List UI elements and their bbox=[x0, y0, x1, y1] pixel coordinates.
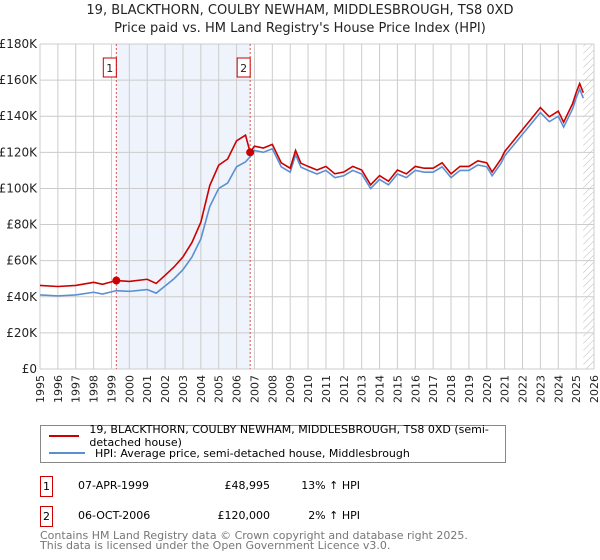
legend: 19, BLACKTHORN, COULBY NEWHAM, MIDDLESBR… bbox=[40, 423, 506, 463]
x-tick-label: 1996 bbox=[52, 375, 65, 403]
y-tick-label: £0 bbox=[22, 362, 37, 376]
x-tick-label: 2013 bbox=[356, 375, 369, 403]
x-tick-label: 2002 bbox=[159, 375, 172, 403]
y-tick-label: £140K bbox=[0, 109, 38, 123]
x-tick-label: 2011 bbox=[320, 375, 333, 403]
footer: Contains HM Land Registry data © Crown c… bbox=[40, 529, 468, 552]
x-tick-label: 2012 bbox=[338, 375, 351, 403]
x-tick-label: 1998 bbox=[88, 375, 101, 403]
x-tick-label: 1999 bbox=[105, 375, 118, 403]
sale-row: 2 06-OCT-2006 £120,000 2% ↑ HPI bbox=[40, 506, 460, 527]
x-tick-label: 2025 bbox=[570, 375, 583, 403]
footer-copyright: Contains HM Land Registry data © Crown c… bbox=[40, 529, 468, 542]
x-tick-label: 2018 bbox=[445, 375, 458, 403]
x-tick-label: 2021 bbox=[499, 375, 512, 403]
x-tick-label: 2003 bbox=[177, 375, 190, 403]
x-tick-label: 2000 bbox=[123, 375, 136, 403]
legend-swatch-hpi bbox=[49, 452, 85, 454]
sale-hpi-change: 2% ↑ HPI bbox=[308, 509, 360, 522]
y-tick-label: £20K bbox=[6, 326, 38, 340]
hpi-line bbox=[39, 86, 585, 297]
y-tick-label: £180K bbox=[0, 37, 38, 51]
x-tick-label: 2015 bbox=[391, 375, 404, 403]
x-tick-label: 2009 bbox=[284, 375, 297, 403]
sale-badge: 2 bbox=[40, 506, 53, 527]
x-tick-label: 2020 bbox=[481, 375, 494, 403]
x-tick-label: 2007 bbox=[248, 375, 261, 403]
sale-date: 07-APR-1999 bbox=[78, 479, 150, 492]
x-tick-label: 2022 bbox=[517, 375, 530, 403]
x-tick-label: 2005 bbox=[213, 375, 226, 403]
x-tick-label: 1997 bbox=[70, 375, 83, 403]
sale-label-box bbox=[102, 57, 117, 78]
x-tick-label: 2001 bbox=[141, 375, 154, 403]
sale-row: 1 07-APR-1999 £48,995 13% ↑ HPI bbox=[40, 476, 460, 497]
legend-label-property: 19, BLACKTHORN, COULBY NEWHAM, MIDDLESBR… bbox=[89, 423, 489, 449]
y-tick-label: £40K bbox=[6, 290, 38, 304]
sale-label: 1 bbox=[106, 62, 113, 75]
sale-hpi-change: 13% ↑ HPI bbox=[301, 479, 360, 492]
sale-point bbox=[112, 276, 121, 285]
forecast-hatch bbox=[583, 44, 594, 369]
sale-point bbox=[246, 148, 255, 157]
x-tick-label: 2026 bbox=[588, 375, 600, 403]
sale-price: £120,000 bbox=[217, 509, 271, 522]
x-tick-label: 2014 bbox=[374, 375, 387, 403]
y-tick-label: £160K bbox=[0, 73, 38, 87]
chart-title: 19, BLACKTHORN, COULBY NEWHAM, MIDDLESBR… bbox=[86, 3, 514, 18]
x-tick-label: 2004 bbox=[195, 375, 208, 403]
x-tick-label: 2023 bbox=[534, 375, 547, 403]
x-tick-label: 2010 bbox=[302, 375, 315, 403]
legend-label-hpi: HPI: Average price, semi-detached house,… bbox=[95, 446, 410, 460]
x-tick-label: 2019 bbox=[463, 375, 476, 403]
x-tick-label: 2024 bbox=[552, 375, 565, 403]
footer-licence: This data is licensed under the Open Gov… bbox=[40, 539, 391, 552]
y-tick-label: £60K bbox=[6, 254, 38, 268]
x-tick-label: 2017 bbox=[427, 375, 440, 403]
y-tick-label: £100K bbox=[0, 181, 38, 195]
sale-label: 2 bbox=[240, 62, 247, 75]
sale-date: 06-OCT-2006 bbox=[78, 509, 151, 522]
plot-area: 1995 1996 1997 1998 1999 2000 2001 2002 2003 2004… bbox=[0, 37, 600, 403]
x-tick-label: 2006 bbox=[231, 375, 244, 403]
property-price-line bbox=[39, 81, 585, 288]
y-tick-label: £80K bbox=[6, 218, 38, 232]
x-tick-label: 2008 bbox=[266, 375, 279, 403]
sale-label-box bbox=[236, 57, 251, 78]
sale-badge: 1 bbox=[40, 476, 53, 497]
legend-swatch-property bbox=[49, 435, 80, 437]
chart-subtitle: Price paid vs. HM Land Registry's House … bbox=[114, 21, 486, 36]
y-tick-label: £120K bbox=[0, 145, 38, 159]
x-tick-label: 1995 bbox=[34, 375, 47, 403]
x-tick-label: 2016 bbox=[409, 375, 422, 403]
sale-price: £48,995 bbox=[224, 479, 271, 492]
